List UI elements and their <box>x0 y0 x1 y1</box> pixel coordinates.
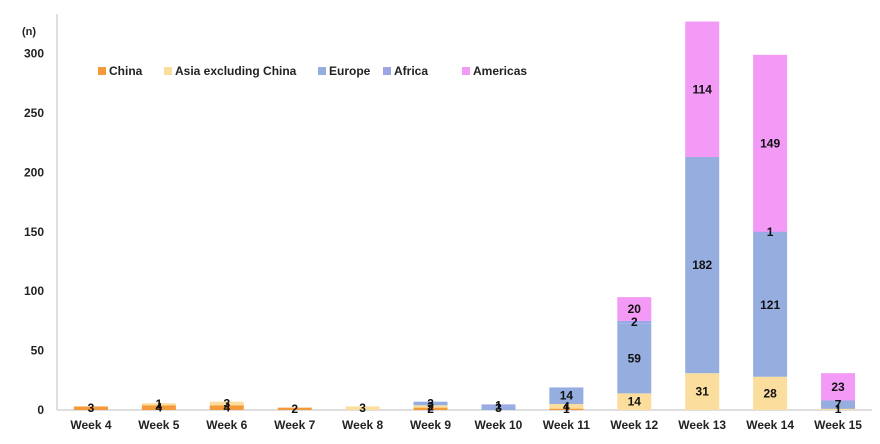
data-label: 23 <box>831 380 845 394</box>
bar-segment <box>549 404 584 409</box>
bar-segment <box>141 405 176 410</box>
data-label: 1 <box>156 397 163 411</box>
bar-segment <box>413 407 448 410</box>
legend-swatch <box>98 67 106 75</box>
bars-layer <box>73 21 856 410</box>
data-label: 59 <box>628 351 642 365</box>
legend-swatch <box>164 67 172 75</box>
bar-segment <box>549 408 584 410</box>
bar-segment <box>549 387 584 405</box>
data-label: 14 <box>628 395 642 409</box>
data-label: 14 <box>560 389 574 403</box>
y-tick-label: 300 <box>24 47 44 61</box>
legend-swatch <box>383 67 391 75</box>
data-label: 4 <box>156 401 163 415</box>
data-label: 7 <box>835 398 842 412</box>
bar-segment <box>481 406 516 410</box>
x-tick-label: Week 14 <box>746 418 794 432</box>
bar-segment <box>141 403 176 406</box>
bar-segment <box>413 401 448 406</box>
bar-segment <box>753 231 788 234</box>
bar-segment <box>685 156 720 374</box>
bar-segment <box>413 405 448 408</box>
data-label: 121 <box>760 298 780 312</box>
data-label: 3 <box>88 401 95 415</box>
x-tick-label: Week 10 <box>475 418 523 432</box>
legend-swatch <box>318 67 326 75</box>
legend-label: Americas <box>473 64 527 78</box>
data-label: 3 <box>495 401 502 415</box>
bar-segment <box>821 373 856 401</box>
bar-segment <box>73 406 108 410</box>
data-label: 2 <box>631 315 638 329</box>
data-label: 20 <box>628 302 642 316</box>
data-label: 2 <box>427 402 434 416</box>
y-tick-label: 50 <box>31 344 45 358</box>
data-label: 4 <box>563 399 570 413</box>
data-label: 3 <box>359 401 366 415</box>
data-label: 31 <box>696 385 710 399</box>
legend-label: China <box>109 64 143 78</box>
bar-segment <box>821 400 856 409</box>
data-label: 1 <box>767 225 774 239</box>
bar-segment <box>753 54 788 232</box>
x-tick-label: Week 11 <box>543 418 590 432</box>
y-tick-label: 100 <box>24 284 44 298</box>
y-unit-label: (n) <box>22 26 36 38</box>
x-tick-label: Week 7 <box>274 418 315 432</box>
legend-label: Europe <box>329 64 371 78</box>
bar-segment <box>617 320 652 324</box>
bar-segment <box>617 323 652 394</box>
x-tick-label: Week 8 <box>342 418 383 432</box>
bar-segment <box>209 405 244 410</box>
data-label: 1 <box>495 398 502 412</box>
data-label: 114 <box>693 82 713 96</box>
bar-segment <box>617 297 652 321</box>
bar-segment <box>821 408 856 410</box>
data-label: 182 <box>692 258 712 272</box>
x-tick-label: Week 4 <box>70 418 111 432</box>
bar-segment <box>277 407 312 410</box>
legend-label: Africa <box>394 64 428 78</box>
x-tick-label: Week 9 <box>410 418 451 432</box>
bar-segment <box>209 401 244 406</box>
bar-segment <box>753 233 788 377</box>
data-label: 2 <box>291 402 298 416</box>
data-label: 1 <box>835 402 842 416</box>
x-tick-label: Week 12 <box>610 418 658 432</box>
bar-segment <box>685 21 720 157</box>
y-tick-label: 0 <box>37 403 44 417</box>
axes-layer: (n) 0 50 100 150 200 250 300 Week 4 Week 5 Week 6 W… <box>22 14 872 432</box>
bar-segment <box>481 404 516 407</box>
data-label: 28 <box>763 386 777 400</box>
data-label: 2 <box>427 399 434 413</box>
data-label: 1 <box>563 402 570 416</box>
data-label: 3 <box>223 396 230 410</box>
bar-segment <box>753 376 788 410</box>
y-tick-label: 200 <box>24 165 44 179</box>
legend: China Asia excluding China Europe Africa Ame… <box>98 64 527 78</box>
data-label: 3 <box>427 396 434 410</box>
x-tick-label: Week 6 <box>206 418 247 432</box>
bar-segment <box>617 393 652 410</box>
legend-swatch <box>462 67 470 75</box>
x-tick-label: Week 15 <box>814 418 862 432</box>
x-tick-label: Week 5 <box>138 418 179 432</box>
y-tick-label: 250 <box>24 106 44 120</box>
legend-label: Asia excluding China <box>175 64 297 78</box>
y-tick-label: 150 <box>24 225 44 239</box>
data-label: 149 <box>760 136 780 150</box>
data-label: 4 <box>223 401 230 415</box>
bar-segment <box>685 373 720 410</box>
bar-segment <box>345 406 380 410</box>
x-tick-label: Week 13 <box>678 418 726 432</box>
